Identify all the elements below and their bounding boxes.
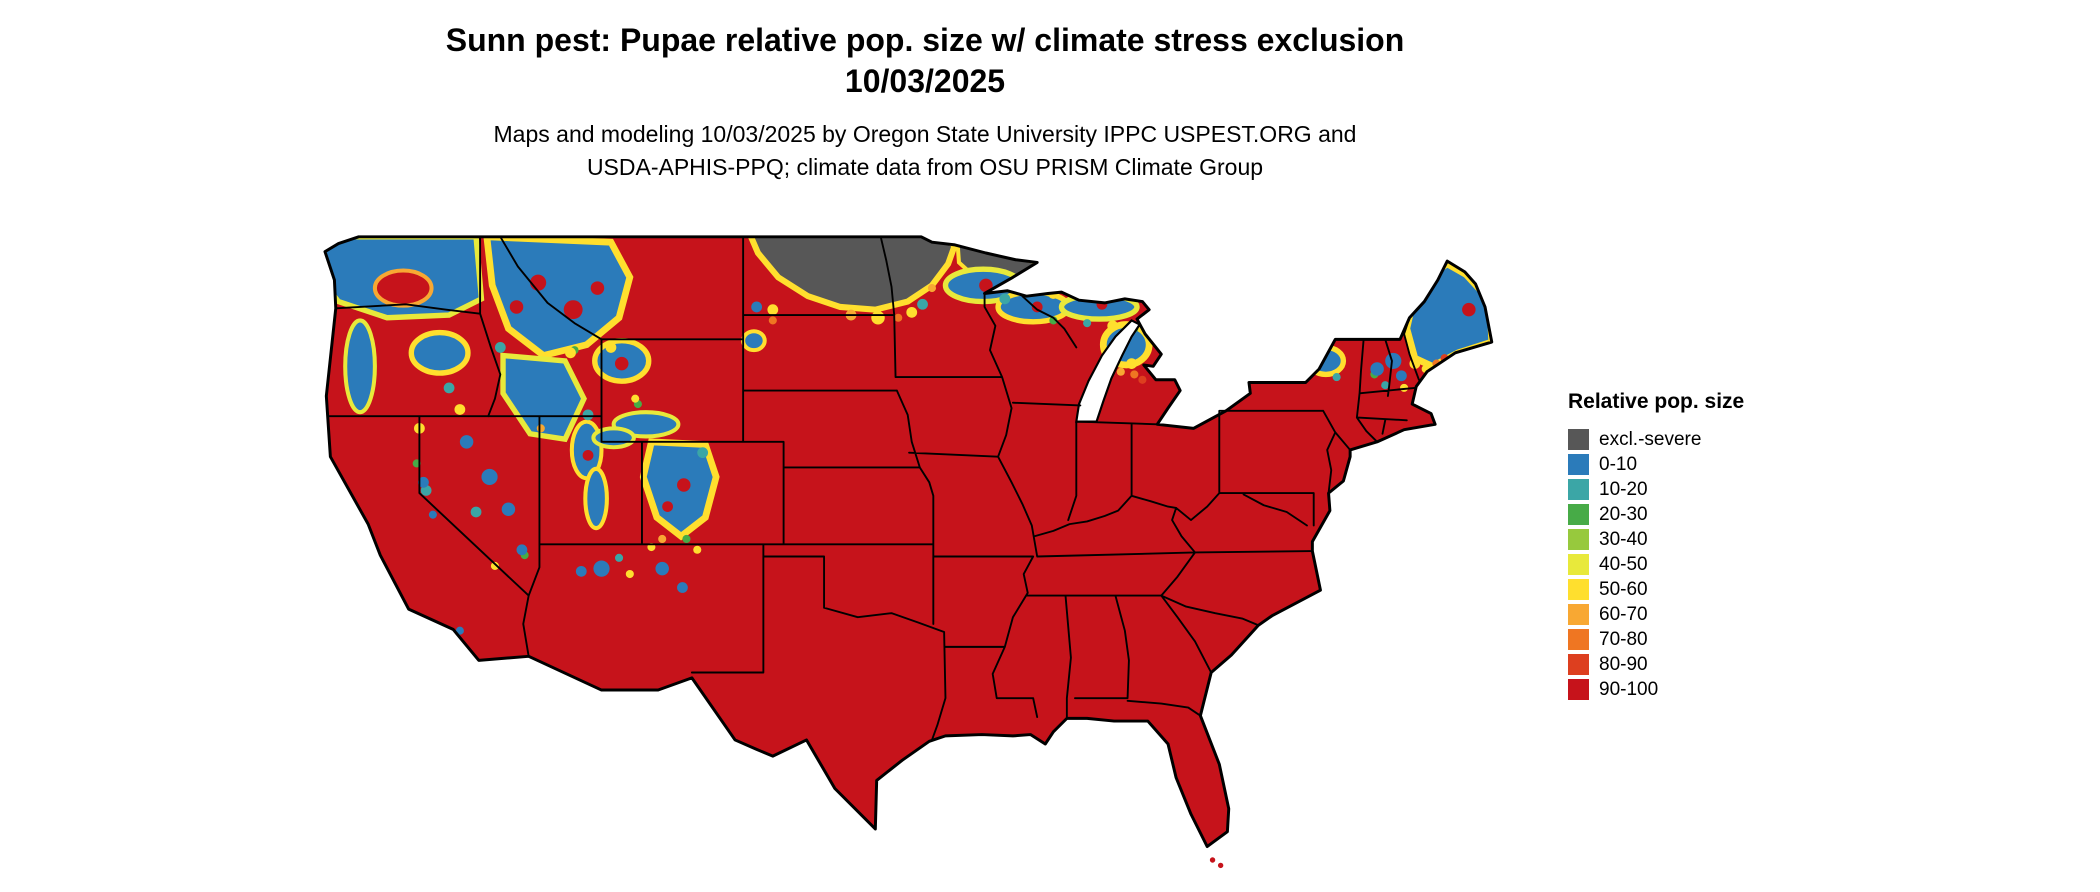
subtitle-line-1: Maps and modeling 10/03/2025 by Oregon S… <box>493 121 1357 147</box>
legend-color-swatch <box>1568 629 1589 650</box>
legend-color-swatch <box>1568 454 1589 475</box>
us-map <box>323 235 1494 869</box>
legend-item: 40-50 <box>1568 552 1744 577</box>
legend-item-label: 90-100 <box>1599 678 1659 700</box>
legend-item-label: 80-90 <box>1599 653 1648 675</box>
legend-item-label: 40-50 <box>1599 553 1648 575</box>
legend-item-label: excl.-severe <box>1599 428 1702 450</box>
legend-item: 50-60 <box>1568 577 1744 602</box>
legend-item: 80-90 <box>1568 652 1744 677</box>
legend-color-swatch <box>1568 529 1589 550</box>
legend-color-swatch <box>1568 579 1589 600</box>
legend-item-label: 20-30 <box>1599 503 1648 525</box>
legend-item-label: 0-10 <box>1599 453 1638 475</box>
legend-item: 60-70 <box>1568 602 1744 627</box>
legend-item: 70-80 <box>1568 627 1744 652</box>
legend-color-swatch <box>1568 654 1589 675</box>
florida-keys <box>1209 857 1224 869</box>
legend-color-swatch <box>1568 604 1589 625</box>
legend-item: 30-40 <box>1568 527 1744 552</box>
map-mottled-speckles <box>372 268 1476 635</box>
map-legend: Relative pop. size excl.-severe 0-10 10-… <box>1568 390 1744 702</box>
state-borders <box>328 235 1420 741</box>
us-outline <box>323 235 1494 848</box>
legend-item-label: 50-60 <box>1599 578 1648 600</box>
legend-color-swatch <box>1568 479 1589 500</box>
legend-item: 90-100 <box>1568 677 1744 702</box>
figure-title: Sunn pest: Pupae relative pop. size w/ c… <box>0 20 1850 102</box>
legend-item: 0-10 <box>1568 452 1744 477</box>
legend-color-swatch <box>1568 679 1589 700</box>
legend-title: Relative pop. size <box>1568 390 1745 413</box>
legend-item: 20-30 <box>1568 502 1744 527</box>
legend-item-label: 10-20 <box>1599 478 1648 500</box>
title-line-2: 10/03/2025 <box>844 63 1006 99</box>
map-base-layer <box>324 236 1492 847</box>
legend-color-swatch <box>1568 504 1589 525</box>
legend-item: 10-20 <box>1568 477 1744 502</box>
legend-color-swatch <box>1568 554 1589 575</box>
legend-item-label: 30-40 <box>1599 528 1648 550</box>
subtitle-line-2: USDA-APHIS-PPQ; climate data from OSU PR… <box>586 154 1264 180</box>
title-line-1: Sunn pest: Pupae relative pop. size w/ c… <box>445 22 1405 58</box>
legend-item-label: 70-80 <box>1599 628 1648 650</box>
legend-item-label: 60-70 <box>1599 603 1648 625</box>
legend-color-swatch <box>1568 429 1589 450</box>
legend-item: excl.-severe <box>1568 427 1744 452</box>
figure-subtitle: Maps and modeling 10/03/2025 by Oregon S… <box>0 118 1850 184</box>
